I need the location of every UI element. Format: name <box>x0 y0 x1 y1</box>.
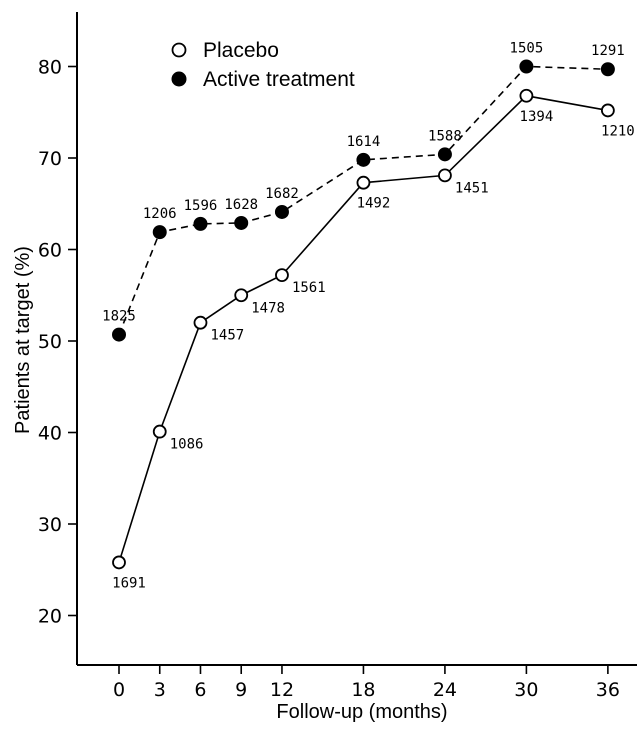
y-axis-title: Patients at target (%) <box>12 246 34 434</box>
data-label-active-treatment: 1825 <box>102 309 136 325</box>
y-tick-label: 80 <box>38 57 62 79</box>
point-placebo <box>275 268 289 283</box>
data-label-placebo: 1492 <box>357 196 391 212</box>
y-tick-label: 30 <box>38 514 62 536</box>
data-label-placebo: 1457 <box>210 328 244 344</box>
point-active-treatment <box>600 62 615 77</box>
x-tick-label: 3 <box>154 679 166 701</box>
point-active-treatment <box>437 147 452 162</box>
legend-item-placebo: Placebo <box>171 39 279 62</box>
axes <box>76 12 637 666</box>
data-points <box>112 59 615 570</box>
data-label-active-treatment: 1206 <box>143 206 177 222</box>
data-label-active-treatment: 1682 <box>265 186 299 202</box>
x-tick-label: 9 <box>235 679 247 701</box>
y-tick-label: 70 <box>38 148 62 170</box>
data-label-active-treatment: 1628 <box>224 197 258 213</box>
x-tick-label: 6 <box>194 679 206 701</box>
x-tick-label: 30 <box>514 679 538 701</box>
point-active-treatment <box>274 204 289 219</box>
data-label-placebo: 1451 <box>455 180 489 196</box>
point-active-treatment <box>234 215 249 230</box>
x-tick-label: 36 <box>596 679 620 701</box>
point-active-treatment <box>152 225 167 240</box>
point-placebo <box>152 424 167 439</box>
data-label-active-treatment: 1588 <box>428 128 462 144</box>
legend: Placebo Active treatment <box>171 39 355 91</box>
y-tick-label: 40 <box>38 423 62 445</box>
point-placebo <box>600 103 615 118</box>
data-label-placebo: 1478 <box>251 300 285 316</box>
x-tick-label: 12 <box>270 679 294 701</box>
point-placebo <box>438 168 452 183</box>
data-label-placebo: 1394 <box>520 109 554 125</box>
data-label-placebo: 1086 <box>170 437 204 453</box>
point-active-treatment <box>112 327 126 342</box>
point-active-treatment <box>193 216 208 231</box>
x-axis-title: Follow-up (months) <box>276 701 447 723</box>
point-placebo <box>519 88 534 103</box>
data-label-active-treatment: 1614 <box>347 134 381 150</box>
point-placebo <box>356 175 371 190</box>
point-placebo <box>234 288 249 303</box>
data-label-placebo: 1210 <box>601 123 635 139</box>
data-label-active-treatment: 1505 <box>510 41 544 57</box>
data-label-placebo: 1691 <box>112 575 146 591</box>
legend-filled-circle-marker <box>171 71 187 87</box>
legend-item-active-treatment: Active treatment <box>171 68 355 91</box>
data-label-active-treatment: 1596 <box>184 198 218 214</box>
y-tick-label: 50 <box>38 331 62 353</box>
point-active-treatment <box>356 152 371 167</box>
y-tick-label: 60 <box>38 240 62 262</box>
y-tick-label: 20 <box>38 606 62 628</box>
data-label-placebo: 1561 <box>292 280 326 296</box>
legend-label-active-treatment: Active treatment <box>203 68 355 91</box>
point-active-treatment <box>519 59 534 74</box>
legend-label-placebo: Placebo <box>203 39 279 62</box>
x-tick-label: 24 <box>433 679 457 701</box>
data-label-active-treatment: 1291 <box>591 43 625 59</box>
x-tick-label: 0 <box>113 679 125 701</box>
legend-open-circle-marker <box>171 42 187 58</box>
data-labels: 1691 1086 1457 1478 1561 1492 1451 1394 1210 1825… <box>102 41 635 592</box>
x-tick-label: 18 <box>351 679 375 701</box>
point-placebo <box>193 315 208 330</box>
point-placebo <box>112 555 126 570</box>
